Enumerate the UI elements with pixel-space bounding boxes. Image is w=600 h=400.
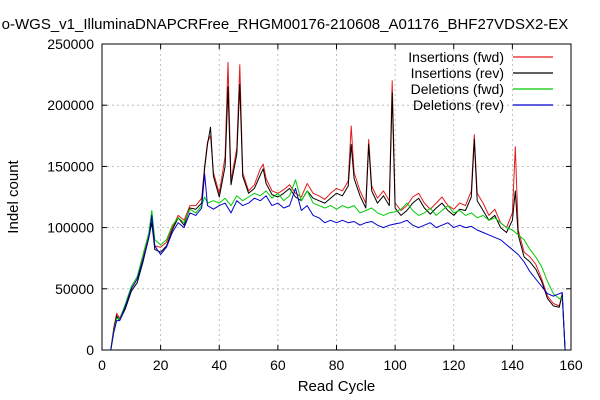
legend: Insertions (fwd)Insertions (rev)Deletion…: [408, 49, 553, 113]
y-tick-label: 250000: [47, 36, 94, 52]
legend-label-insertions-rev: Insertions (rev): [411, 65, 504, 81]
series-line-insertions-fwd: [110, 61, 566, 351]
x-axis-label: Read Cycle: [298, 378, 376, 395]
y-tick-label: 150000: [47, 158, 94, 174]
x-tick-label: 160: [559, 357, 583, 373]
series-line-insertions-rev: [110, 83, 566, 351]
x-tick-label: 140: [501, 357, 525, 373]
legend-label-deletions-fwd: Deletions (fwd): [411, 81, 504, 97]
x-tick-label: 20: [153, 357, 169, 373]
series-layer: [110, 61, 566, 351]
x-tick-label: 80: [329, 357, 345, 373]
x-tick-label: 120: [442, 357, 466, 373]
y-tick-label: 50000: [55, 281, 94, 297]
grid-lines: [102, 44, 571, 350]
y-tick-label: 100000: [47, 220, 94, 236]
y-axis-ticks: 0 50000 100000 150000 200000 250000: [47, 36, 571, 358]
legend-label-deletions-rev: Deletions (rev): [413, 97, 504, 113]
x-tick-label: 60: [270, 357, 286, 373]
x-tick-label: 0: [98, 357, 106, 373]
x-tick-label: 100: [383, 357, 407, 373]
series-line-deletions-fwd: [110, 179, 566, 351]
y-tick-label: 200000: [47, 97, 94, 113]
y-axis-label: Indel count: [5, 159, 22, 233]
legend-label-insertions-fwd: Insertions (fwd): [408, 49, 504, 65]
series-line-deletions-rev: [110, 173, 566, 351]
x-axis-ticks: 0 20 40 60 80 100 120 140 160: [98, 44, 583, 373]
x-tick-label: 40: [211, 357, 227, 373]
y-tick-label: 0: [86, 342, 94, 358]
chart-title: o-WGS_v1_IlluminaDNAPCRFree_RHGM00176-21…: [2, 16, 569, 33]
